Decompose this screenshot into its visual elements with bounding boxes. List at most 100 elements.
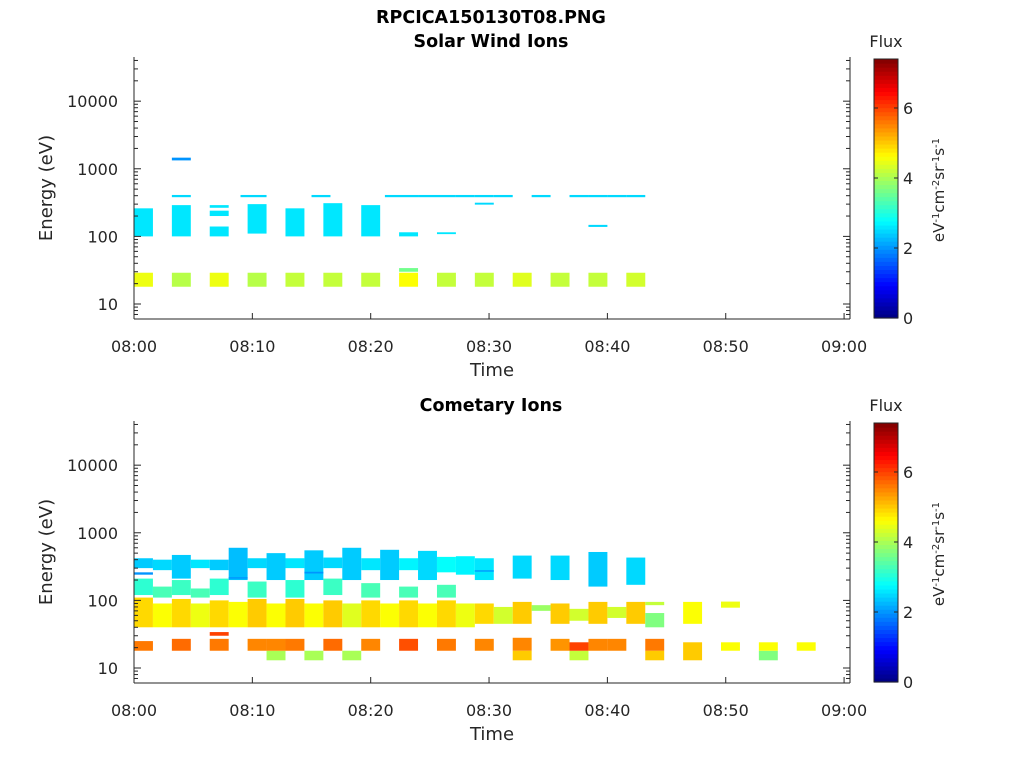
flux-cell <box>531 194 551 198</box>
flux-cell <box>311 194 331 198</box>
colorbar-segment <box>874 629 898 635</box>
colorbar-segment <box>874 568 898 574</box>
flux-cell <box>323 557 343 569</box>
flux-cell <box>134 597 153 628</box>
colorbar-segment <box>874 499 898 505</box>
flux-cell <box>436 600 456 628</box>
flux-cell <box>418 603 437 628</box>
colorbar-segment <box>874 503 898 509</box>
colorbar-segment <box>874 520 898 525</box>
colorbar-segment <box>874 99 898 105</box>
plot-area <box>134 57 850 319</box>
colorbar-segment <box>874 657 898 663</box>
colorbar-segment <box>874 301 898 307</box>
colorbar-segment <box>874 507 898 513</box>
x-tick-label: 08:10 <box>229 701 275 720</box>
flux-cell <box>474 638 494 651</box>
flux-cell <box>588 272 608 287</box>
colorbar-segment <box>874 479 898 485</box>
flux-cell <box>285 272 305 287</box>
flux-cell <box>171 272 191 287</box>
colorbar-segment <box>874 273 898 279</box>
colorbar-segment <box>874 637 898 643</box>
colorbar-segment <box>874 524 898 529</box>
colorbar-tick-label: 4 <box>903 169 913 188</box>
flux-cell <box>607 606 627 618</box>
colorbar-segment <box>874 281 898 287</box>
colorbar-segment <box>874 160 898 165</box>
flux-cell <box>266 650 286 661</box>
flux-cell <box>323 578 343 596</box>
flux-cell <box>436 232 456 235</box>
colorbar-segment <box>874 645 898 651</box>
flux-cell <box>134 208 153 237</box>
colorbar-segment <box>874 212 898 218</box>
flux-cell <box>209 559 229 571</box>
colorbar-segment <box>874 257 898 262</box>
flux-cell <box>304 650 324 661</box>
colorbar-segment <box>874 200 898 206</box>
flux-cell <box>531 605 551 611</box>
colorbar-segment <box>874 297 898 303</box>
colorbar-segment <box>874 176 898 182</box>
colorbar-segment <box>874 669 898 675</box>
flux-cell <box>285 558 305 569</box>
panel-2: 08:00 08:10 08:20 08:30 08:40 08:50 09:00 Time 1… <box>36 396 948 745</box>
colorbar-segment <box>874 516 898 521</box>
colorbar-segment <box>874 560 898 566</box>
flux-cell <box>588 224 608 227</box>
flux-cell <box>569 642 589 651</box>
colorbar-segment <box>874 609 898 614</box>
x-tick-label: 08:00 <box>111 337 157 356</box>
colorbar-tick-label: 2 <box>903 239 913 258</box>
colorbar-segment <box>874 431 898 436</box>
flux-cell <box>209 578 229 596</box>
colorbar-segment <box>874 131 898 137</box>
colorbar-segment <box>874 237 898 242</box>
colorbar-segment <box>874 224 898 230</box>
flux-cell <box>550 555 570 581</box>
colorbar-segment <box>874 455 898 461</box>
flux-cell <box>626 194 646 198</box>
colorbar-segment <box>874 204 898 210</box>
colorbar-segment <box>874 601 898 606</box>
colorbar-segment <box>874 91 898 97</box>
flux-cell <box>399 272 419 287</box>
flux-cell <box>266 638 286 651</box>
colorbar-segment <box>874 423 898 428</box>
x-tick-label: 08:30 <box>466 337 512 356</box>
x-tick-label: 08:50 <box>703 337 749 356</box>
figure-title: RPCICA150130T08.PNG <box>376 8 606 28</box>
colorbar-segment <box>874 216 898 222</box>
flux-cell <box>134 272 153 287</box>
y-axis-label: Energy (eV) <box>36 135 57 241</box>
x-tick-label: 08:00 <box>111 701 157 720</box>
flux-cell <box>645 650 665 661</box>
colorbar-segment <box>874 127 898 133</box>
y-tick-label: 10 <box>98 295 118 314</box>
colorbar-segment <box>874 475 898 481</box>
colorbar-frame <box>873 58 899 319</box>
colorbar-segment <box>874 119 898 125</box>
flux-cell <box>323 600 343 628</box>
colorbar-segment <box>874 228 898 234</box>
colorbar-segment <box>874 576 898 582</box>
colorbar-title: Flux <box>869 396 902 415</box>
flux-cell <box>384 194 419 198</box>
colorbar-segment <box>874 192 898 198</box>
colorbar-title: Flux <box>869 32 902 51</box>
colorbar-label: eV-1cm-2sr-1s-1 <box>930 138 948 242</box>
flux-cell <box>361 600 381 628</box>
flux-cell <box>361 205 381 237</box>
colorbar-segment <box>874 265 898 271</box>
colorbar-segment <box>874 168 898 173</box>
flux-cell <box>171 598 191 628</box>
flux-cell <box>721 601 740 608</box>
colorbar-segment <box>874 621 898 626</box>
flux-cell <box>171 194 191 198</box>
colorbar-segment <box>874 67 898 72</box>
colorbar-segment <box>874 180 898 186</box>
colorbar-segment <box>874 491 898 497</box>
colorbar-segment <box>874 63 898 68</box>
flux-cell <box>399 638 419 651</box>
